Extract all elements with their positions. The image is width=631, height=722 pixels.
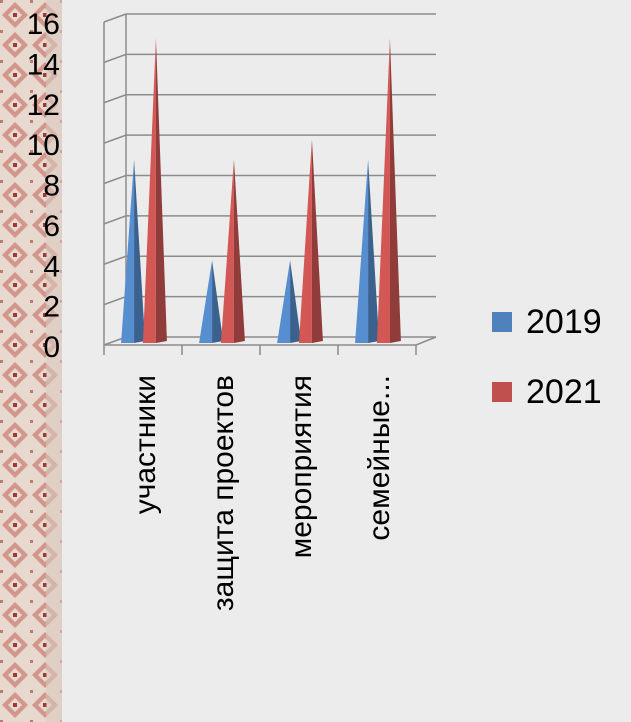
category-label: семейные...	[363, 375, 396, 541]
cone-2021-1	[220, 159, 245, 343]
legend-item-2019: 2019	[492, 300, 602, 344]
y-tick-label: 14	[27, 48, 60, 81]
y-tick-label: 6	[43, 210, 60, 243]
decorative-embroidery-border	[0, 0, 62, 722]
cone-2021-0	[142, 38, 167, 343]
cones	[121, 38, 401, 343]
category-label: защита проектов	[207, 375, 240, 611]
cone-2019-3	[355, 159, 380, 343]
legend-item-2021: 2021	[492, 370, 602, 414]
y-tick-labels: 0 2 4 6 8 10 12 14 16	[27, 8, 60, 364]
y-tick-label: 12	[27, 89, 60, 122]
category-label: участники	[129, 375, 162, 514]
y-tick-label: 4	[43, 250, 60, 283]
legend-label-2019: 2019	[526, 302, 602, 341]
y-tick-label: 10	[27, 129, 60, 162]
cone-2019-0	[121, 159, 146, 343]
legend: 2019 2021	[492, 300, 602, 440]
y-tick-label: 8	[43, 170, 60, 203]
legend-label-2021: 2021	[526, 372, 602, 411]
y-tick-label: 2	[43, 291, 60, 324]
y-tick-label: 0	[43, 331, 60, 364]
legend-swatch-2021	[492, 382, 512, 402]
cone-2021-2	[298, 139, 323, 343]
category-labels: участники защита проектов мероприятия семей…	[129, 375, 396, 611]
y-tick-label: 16	[27, 8, 60, 41]
category-label: мероприятия	[285, 375, 318, 558]
cone-2019-2	[277, 260, 302, 343]
cone-2019-1	[199, 260, 224, 343]
cone-2021-3	[376, 38, 401, 343]
legend-swatch-2019	[492, 312, 512, 332]
